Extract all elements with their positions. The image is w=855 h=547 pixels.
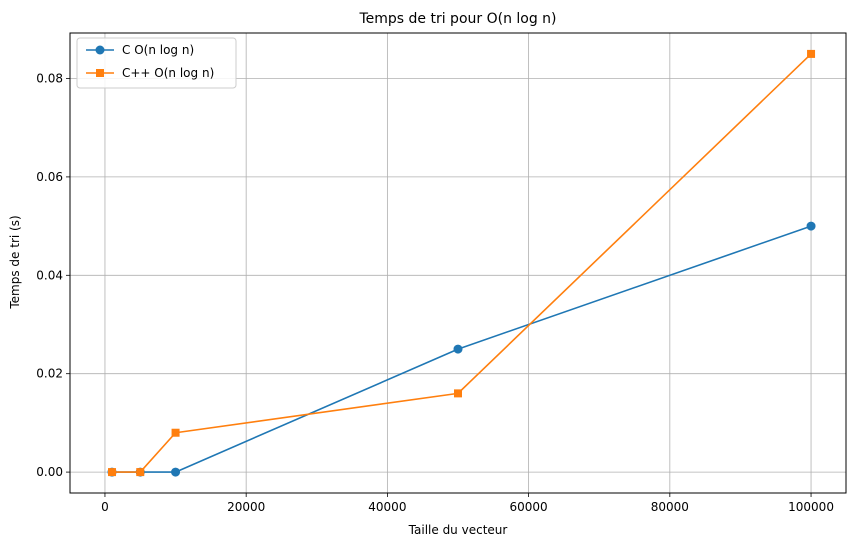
data-point <box>453 344 463 354</box>
legend-marker-c <box>95 45 105 55</box>
legend: C O(n log n) C++ O(n log n) <box>76 37 237 89</box>
x-tick-label: 0 <box>101 500 109 514</box>
x-tick-label: 80000 <box>651 500 689 514</box>
legend-item-cpp: C++ O(n log n) <box>86 66 214 80</box>
data-point <box>136 468 145 477</box>
series-0 <box>107 221 816 477</box>
y-tick-label: 0.04 <box>36 268 63 282</box>
data-point <box>806 221 816 231</box>
y-tick-label: 0.06 <box>36 170 63 184</box>
series-1 <box>108 49 816 477</box>
tick-layer: 0 20000 40000 60000 80000 100000 0.00 0.02 0.04 0… <box>36 72 834 514</box>
x-tick-label: 60000 <box>510 500 548 514</box>
x-tick-label: 20000 <box>227 500 265 514</box>
series-layer <box>107 49 816 477</box>
legend-label-cpp: C++ O(n log n) <box>122 66 214 80</box>
legend-marker-cpp <box>96 69 104 77</box>
data-point <box>171 428 180 437</box>
legend-item-c: C O(n log n) <box>86 43 194 57</box>
x-tick-label: 40000 <box>368 500 406 514</box>
chart-title: Temps de tri pour O(n log n) <box>358 11 556 27</box>
data-point <box>807 49 816 58</box>
legend-label-c: C O(n log n) <box>122 43 194 57</box>
x-axis-title: Taille du vecteur <box>408 523 508 537</box>
y-tick-label: 0.00 <box>36 465 63 479</box>
data-point <box>171 467 181 477</box>
plot-frame <box>69 32 847 494</box>
legend-box <box>76 37 237 89</box>
grid-layer <box>70 33 846 493</box>
data-point <box>454 389 462 398</box>
y-tick-label: 0.02 <box>36 367 63 381</box>
y-tick-label: 0.08 <box>36 72 63 86</box>
x-tick-label: 100000 <box>788 500 834 514</box>
data-point <box>108 468 117 477</box>
y-axis-title: Temps de tri (s) <box>8 215 22 309</box>
